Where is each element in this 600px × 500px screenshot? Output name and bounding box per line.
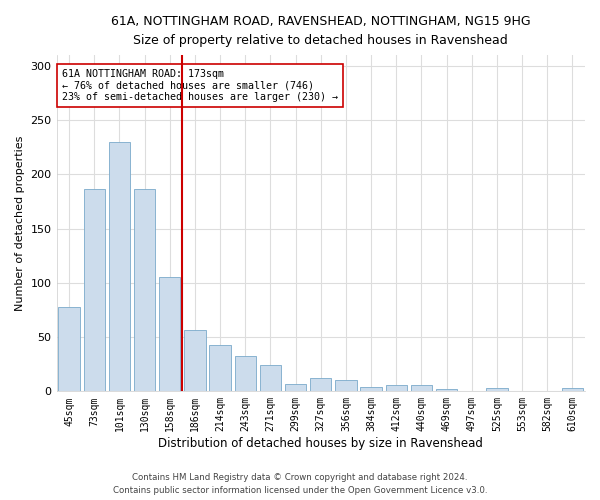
Bar (184, 330, 206, 392)
Bar (310, 378, 331, 392)
Bar (335, 380, 356, 392)
Bar (386, 385, 407, 392)
Text: 61A NOTTINGHAM ROAD: 173sqm
← 76% of detached houses are smaller (746)
23% of se: 61A NOTTINGHAM ROAD: 173sqm ← 76% of det… (62, 68, 338, 102)
Bar (58, 306, 80, 392)
X-axis label: Distribution of detached houses by size in Ravenshead: Distribution of detached houses by size … (158, 437, 483, 450)
Text: Contains HM Land Registry data © Crown copyright and database right 2024.
Contai: Contains HM Land Registry data © Crown c… (113, 474, 487, 495)
Bar (83, 188, 105, 392)
Bar (562, 388, 583, 392)
Bar (436, 389, 457, 392)
Bar (109, 142, 130, 392)
Bar (361, 387, 382, 392)
Bar (486, 388, 508, 392)
Bar (411, 385, 432, 392)
Bar (209, 344, 231, 392)
Bar (260, 366, 281, 392)
Bar (159, 278, 181, 392)
Bar (134, 188, 155, 392)
Bar (235, 356, 256, 392)
Bar (285, 384, 307, 392)
Y-axis label: Number of detached properties: Number of detached properties (15, 136, 25, 311)
Title: 61A, NOTTINGHAM ROAD, RAVENSHEAD, NOTTINGHAM, NG15 9HG
Size of property relative: 61A, NOTTINGHAM ROAD, RAVENSHEAD, NOTTIN… (111, 15, 530, 47)
